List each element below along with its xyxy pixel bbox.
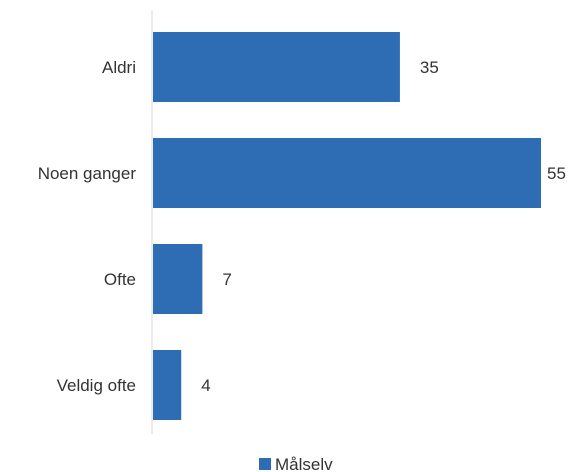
labels-layer: Aldri 35 Noen ganger 55 Ofte 7 Veldig ofte 4	[38, 58, 566, 395]
legend-label: Målselv	[275, 455, 333, 472]
category-label: Veldig ofte	[57, 376, 136, 395]
data-label: 4	[201, 376, 210, 395]
category-label: Noen ganger	[38, 164, 137, 183]
data-label: 55	[547, 164, 566, 183]
bar-veldig-ofte	[153, 350, 182, 420]
data-label: 35	[420, 58, 439, 77]
legend: Målselv	[259, 455, 333, 472]
data-label: 7	[222, 270, 231, 289]
category-label: Aldri	[102, 58, 136, 77]
bar-ofte	[153, 244, 203, 314]
legend-swatch	[259, 458, 271, 470]
bar-aldri	[153, 32, 400, 102]
bars-layer	[153, 32, 541, 420]
bar-noen-ganger	[153, 138, 541, 208]
category-label: Ofte	[104, 270, 136, 289]
